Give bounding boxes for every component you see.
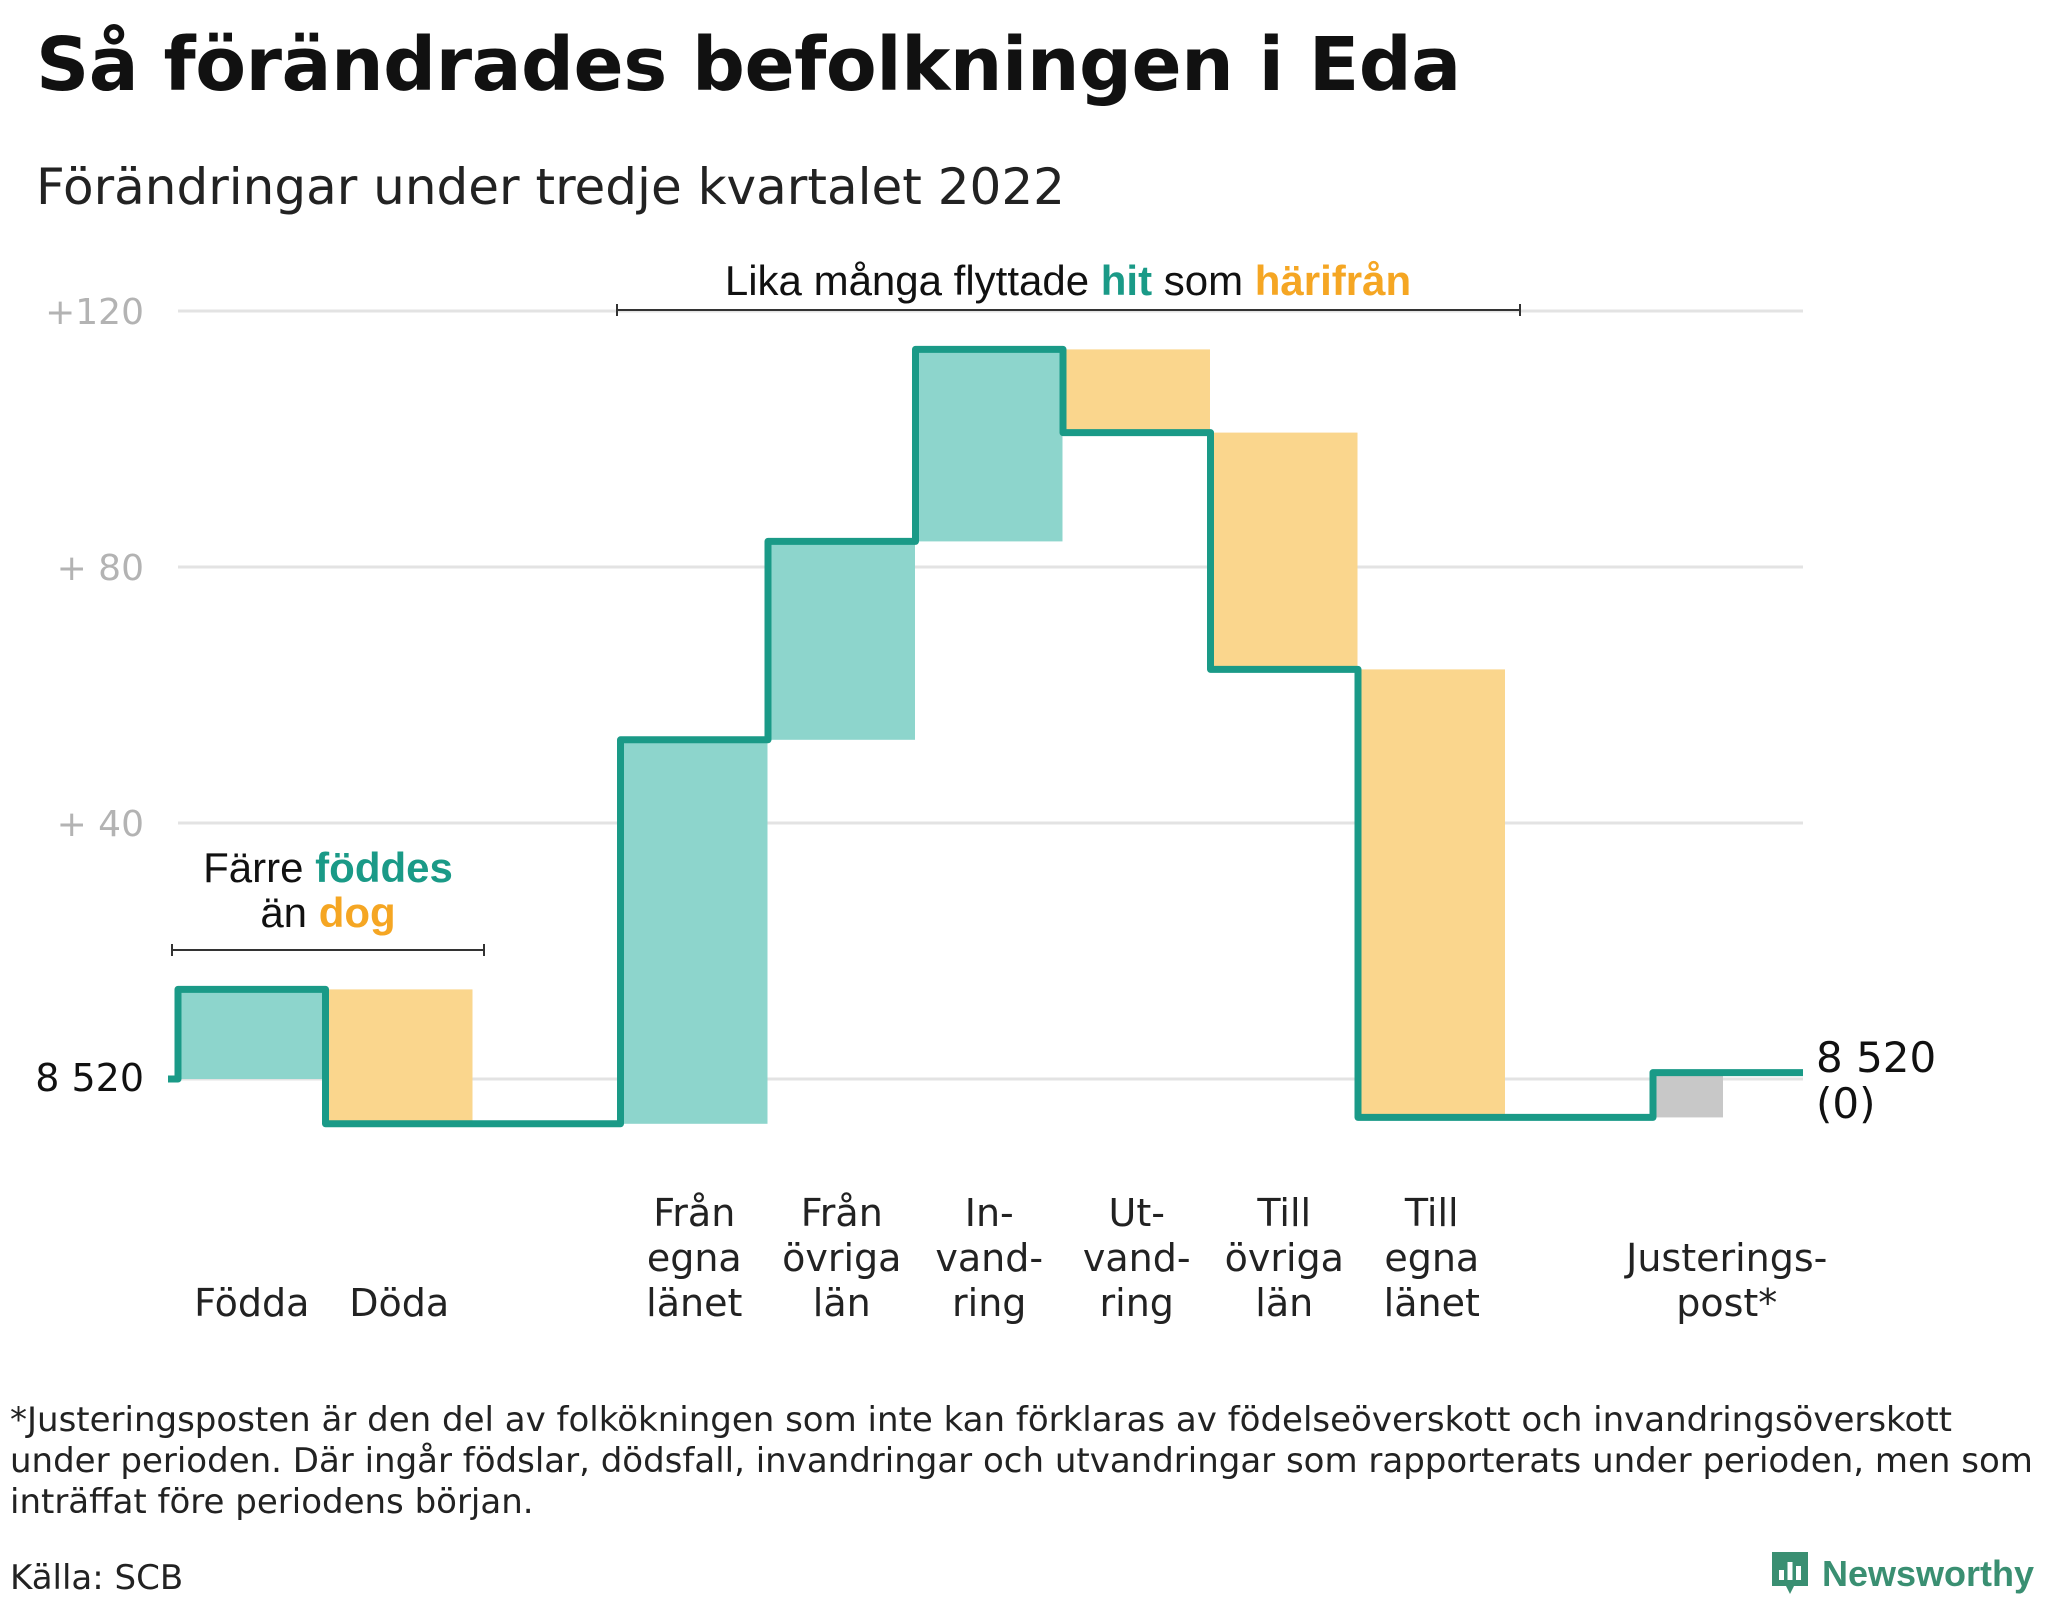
category-label: post* [1676, 1281, 1777, 1325]
category-label: egna [1384, 1236, 1479, 1280]
end-value-label: 8 520 [1816, 1033, 1936, 1082]
category-label: In- [965, 1191, 1014, 1235]
category-label: län [1255, 1281, 1313, 1325]
annotation-migration: Lika många flyttade hit som härifrån [725, 257, 1411, 304]
inflow-bar [620, 739, 768, 1124]
inflow-bar [768, 541, 915, 740]
outflow-bar [1210, 432, 1358, 670]
category-label: Döda [349, 1281, 449, 1325]
category-label: länet [1384, 1281, 1480, 1325]
category-label: övriga [782, 1236, 901, 1280]
category-label: länet [646, 1281, 742, 1325]
outflow-bar [1358, 669, 1505, 1118]
annotation-births-line1: Färre föddes [203, 844, 453, 891]
category-label: län [813, 1281, 871, 1325]
outflow-bar [1063, 349, 1210, 433]
category-label: Ut- [1109, 1191, 1165, 1235]
category-label: ring [952, 1281, 1026, 1325]
category-label: ring [1100, 1281, 1174, 1325]
base-value-label: 8 520 [35, 1056, 144, 1100]
category-label: vand- [1083, 1236, 1191, 1280]
category-label: vand- [935, 1236, 1043, 1280]
inflow-bar [915, 349, 1063, 542]
brand-logo[interactable]: Newsworthy [1768, 1548, 2034, 1600]
cumulative-step-line [168, 345, 1804, 1128]
end-change-label: (0) [1816, 1079, 1876, 1128]
chart-title: Så förändrades befolkningen i Eda [36, 22, 1461, 108]
chart-subtitle: Förändringar under tredje kvartalet 2022 [36, 158, 1065, 216]
category-label: Justerings- [1624, 1236, 1827, 1280]
annotation-births-line2: än dog [260, 889, 395, 936]
brand-name: Newsworthy [1822, 1553, 2035, 1594]
category-label: Från [801, 1191, 883, 1235]
category-label: Från [653, 1191, 735, 1235]
inflow-bar [178, 989, 325, 1079]
category-label: övriga [1225, 1236, 1344, 1280]
y-tick-label: + 40 [57, 804, 144, 845]
newsworthy-chart-icon [1772, 1552, 1808, 1594]
category-label: Till [1256, 1191, 1311, 1235]
outflow-bar [325, 989, 473, 1124]
y-tick-label: + 80 [57, 548, 144, 589]
category-label: Födda [194, 1281, 309, 1325]
y-tick-label: +120 [45, 292, 144, 333]
footnote: *Justeringsposten är den del av folkökni… [10, 1400, 2033, 1522]
category-label: Till [1404, 1191, 1459, 1235]
adjustment-bar [1653, 1072, 1723, 1118]
source-note: Källa: SCB [10, 1558, 184, 1598]
category-label: egna [647, 1236, 742, 1280]
